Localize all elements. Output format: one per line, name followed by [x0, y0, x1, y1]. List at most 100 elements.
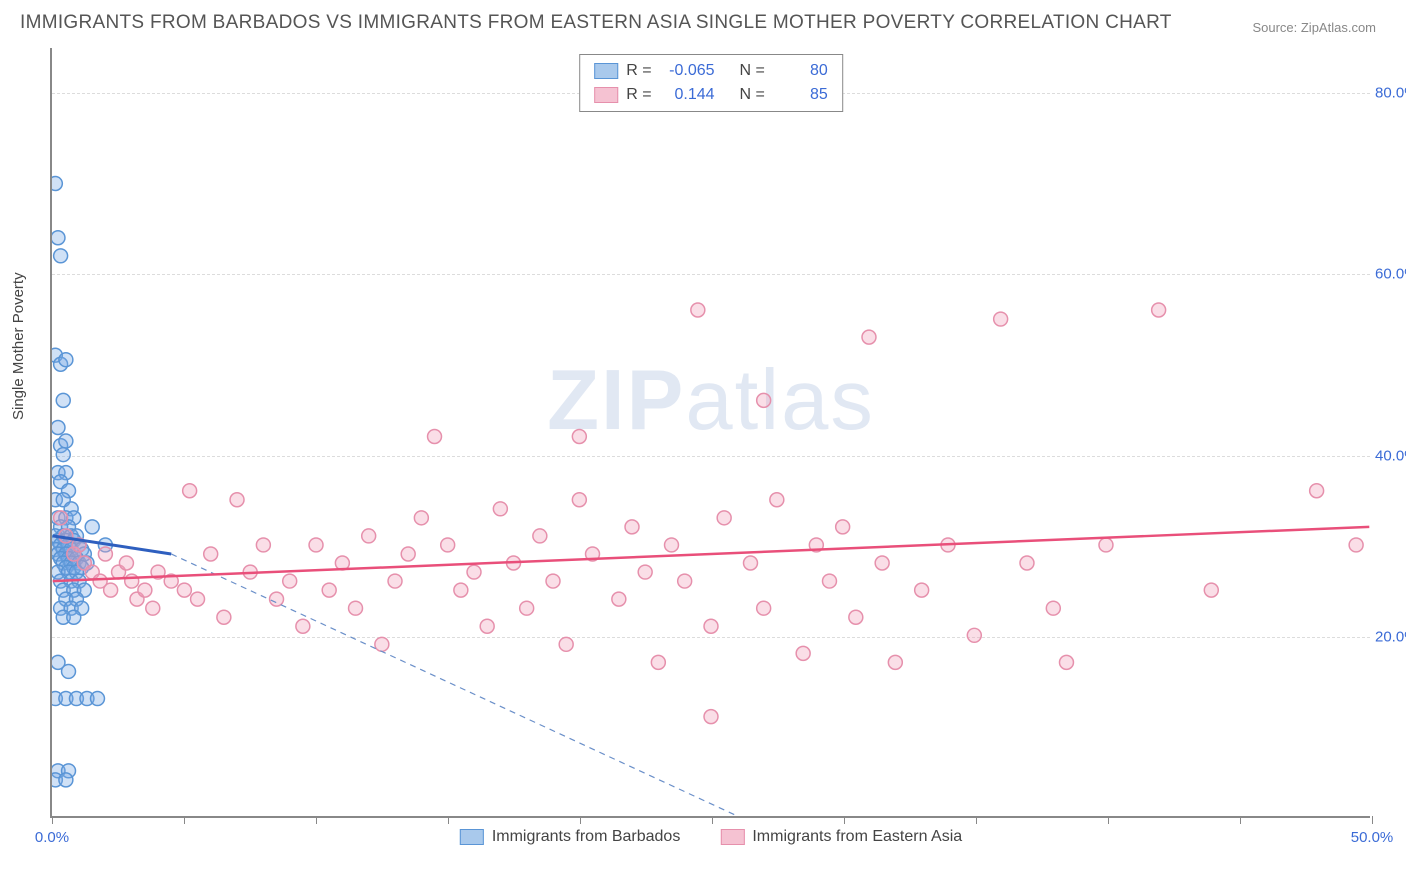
data-point — [625, 520, 639, 534]
data-point — [572, 493, 586, 507]
data-point — [770, 493, 784, 507]
data-point — [296, 619, 310, 633]
data-point — [1152, 303, 1166, 317]
data-point — [665, 538, 679, 552]
data-point — [757, 393, 771, 407]
data-point — [1020, 556, 1034, 570]
data-point — [90, 692, 104, 706]
legend-row-barbados: R = -0.065 N = 80 — [594, 59, 828, 83]
data-point — [388, 574, 402, 588]
data-point — [836, 520, 850, 534]
data-point — [177, 583, 191, 597]
data-point — [454, 583, 468, 597]
y-axis-label: Single Mother Poverty — [10, 272, 27, 420]
data-point — [467, 565, 481, 579]
legend-swatch-barbados — [460, 829, 484, 845]
data-point — [59, 434, 73, 448]
data-point — [678, 574, 692, 588]
data-point — [888, 655, 902, 669]
data-point — [704, 619, 718, 633]
data-point — [638, 565, 652, 579]
data-point — [717, 511, 731, 525]
xtick — [1240, 816, 1241, 824]
data-point — [757, 601, 771, 615]
data-point — [204, 547, 218, 561]
data-point — [744, 556, 758, 570]
xtick — [52, 816, 53, 824]
xtick — [1108, 816, 1109, 824]
data-point — [559, 637, 573, 651]
data-point — [322, 583, 336, 597]
data-point — [915, 583, 929, 597]
data-point — [104, 583, 118, 597]
data-point — [1099, 538, 1113, 552]
data-point — [1059, 655, 1073, 669]
legend-label-eastern-asia: Immigrants from Eastern Asia — [752, 828, 962, 846]
xtick-label: 50.0% — [1351, 829, 1394, 846]
data-point — [125, 574, 139, 588]
data-point — [54, 511, 68, 525]
data-point — [217, 610, 231, 624]
ytick-label: 60.0% — [1375, 266, 1406, 283]
xtick — [580, 816, 581, 824]
data-point — [849, 610, 863, 624]
data-point — [994, 312, 1008, 326]
data-point — [85, 520, 99, 534]
data-point — [533, 529, 547, 543]
legend-item-eastern-asia: Immigrants from Eastern Asia — [720, 828, 962, 846]
legend-item-barbados: Immigrants from Barbados — [460, 828, 681, 846]
xtick — [844, 816, 845, 824]
data-point — [183, 484, 197, 498]
legend-row-eastern-asia: R = 0.144 N = 85 — [594, 83, 828, 107]
data-point — [401, 547, 415, 561]
data-point — [230, 493, 244, 507]
xtick — [448, 816, 449, 824]
ytick-label: 40.0% — [1375, 447, 1406, 464]
data-point — [349, 601, 363, 615]
legend-swatch-2 — [594, 87, 618, 103]
data-point — [441, 538, 455, 552]
plot-area: ZIPatlas R = -0.065 N = 80 R = 0.144 N =… — [50, 48, 1370, 818]
data-point — [520, 601, 534, 615]
xtick — [712, 816, 713, 824]
data-point — [1204, 583, 1218, 597]
data-point — [56, 448, 70, 462]
source-label: Source: ZipAtlas.com — [1252, 20, 1376, 35]
data-point — [191, 592, 205, 606]
data-point — [67, 610, 81, 624]
trend-line — [53, 527, 1370, 581]
data-point — [59, 353, 73, 367]
data-point — [270, 592, 284, 606]
data-point — [52, 421, 65, 435]
data-point — [823, 574, 837, 588]
xtick — [1372, 816, 1373, 824]
data-point — [572, 430, 586, 444]
data-point — [651, 655, 665, 669]
xtick — [976, 816, 977, 824]
data-point — [691, 303, 705, 317]
data-point — [1046, 601, 1060, 615]
data-point — [612, 592, 626, 606]
xtick — [184, 816, 185, 824]
data-point — [1310, 484, 1324, 498]
legend-swatch-1 — [594, 63, 618, 79]
data-point — [146, 601, 160, 615]
data-point — [59, 773, 73, 787]
xtick — [316, 816, 317, 824]
data-point — [875, 556, 889, 570]
data-point — [546, 574, 560, 588]
data-point — [52, 231, 65, 245]
data-point — [98, 547, 112, 561]
chart-title: IMMIGRANTS FROM BARBADOS VS IMMIGRANTS F… — [20, 12, 1172, 34]
legend-label-barbados: Immigrants from Barbados — [492, 828, 681, 846]
data-point — [283, 574, 297, 588]
data-point — [362, 529, 376, 543]
data-point — [796, 646, 810, 660]
series-legend: Immigrants from Barbados Immigrants from… — [460, 828, 962, 846]
data-point — [54, 249, 68, 263]
data-point — [375, 637, 389, 651]
data-point — [414, 511, 428, 525]
correlation-legend: R = -0.065 N = 80 R = 0.144 N = 85 — [579, 54, 843, 112]
data-point — [428, 430, 442, 444]
ytick-label: 20.0% — [1375, 628, 1406, 645]
